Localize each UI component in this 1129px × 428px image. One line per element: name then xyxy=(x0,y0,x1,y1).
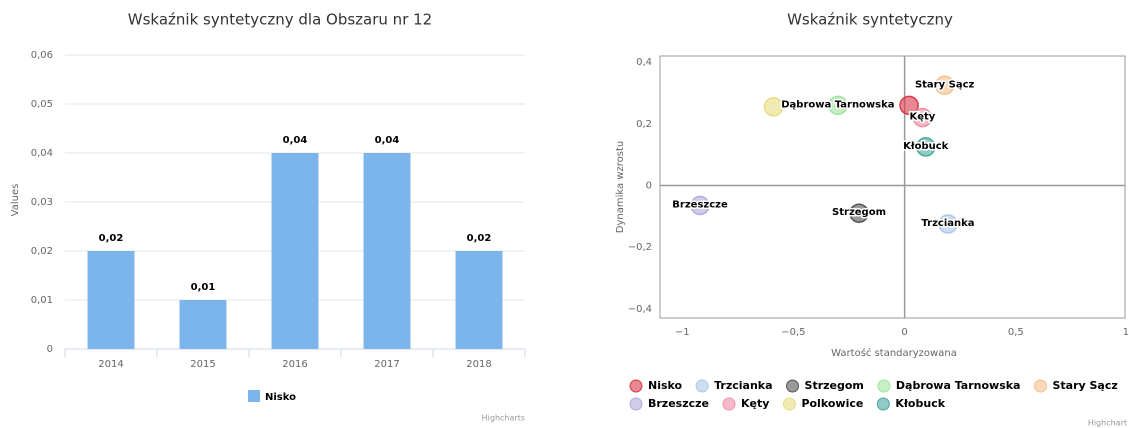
chart-title: Wskaźnik syntetyczny xyxy=(787,11,953,29)
y-tick-label: 0,02 xyxy=(31,246,53,257)
data-label: Dąbrowa Tarnowska xyxy=(781,99,894,110)
legend-symbol xyxy=(877,379,891,393)
legend-symbol xyxy=(786,379,800,393)
point xyxy=(899,95,919,116)
point xyxy=(938,214,958,234)
y-axis-label: Values xyxy=(10,184,21,217)
point xyxy=(934,75,955,96)
legend-label: Stary Sącz xyxy=(1052,379,1117,392)
x-tick-label: 2016 xyxy=(282,359,307,370)
x-tick-label: 0,5 xyxy=(1008,327,1024,338)
legend-label: Polkowice xyxy=(801,397,863,410)
y-tick-label: 0,05 xyxy=(31,99,53,110)
legend-symbol xyxy=(248,390,260,402)
point xyxy=(912,107,933,128)
legend-symbol xyxy=(722,397,736,411)
legend-symbol xyxy=(782,397,796,411)
bar xyxy=(179,300,227,349)
data-label: Kłobuck xyxy=(903,141,949,152)
chart-title: Wskaźnik syntetyczny dla Obszaru nr 12 xyxy=(128,11,432,29)
data-label: Stary Sącz xyxy=(915,79,975,90)
legend-label: Nisko xyxy=(265,392,296,403)
x-tick-label: 2015 xyxy=(190,359,215,370)
plot-border xyxy=(659,55,1126,319)
point xyxy=(828,95,848,116)
x-tick-label: 2017 xyxy=(374,359,399,370)
y-tick-label: 0,01 xyxy=(31,295,53,306)
legend-label: Dąbrowa Tarnowska xyxy=(896,379,1021,392)
y-tick-label: 0 xyxy=(47,344,53,355)
data-label: 0,04 xyxy=(283,135,308,146)
data-label: Trzcianka xyxy=(921,218,974,229)
credits: Highcharts xyxy=(482,414,525,423)
data-label: 0,02 xyxy=(99,233,124,244)
bar xyxy=(87,251,135,349)
x-tick-label: −0,5 xyxy=(781,327,805,338)
y-tick-label: 0,4 xyxy=(636,57,652,68)
y-tick-label: 0,03 xyxy=(31,197,53,208)
legend-label: Brzeszcze xyxy=(648,397,709,410)
bar xyxy=(363,153,411,349)
y-tick-label: 0 xyxy=(646,180,652,191)
legend-symbol xyxy=(1033,379,1047,393)
y-axis-label: Dynamika wzrostu xyxy=(615,141,626,233)
y-tick-label: 0,06 xyxy=(31,50,53,61)
data-label: 0,02 xyxy=(467,233,492,244)
bar xyxy=(271,153,319,349)
legend-label: Strzegom xyxy=(805,379,864,392)
x-tick-label: 2014 xyxy=(98,359,123,370)
x-axis-label: Wartość standaryzowana xyxy=(831,347,957,359)
point xyxy=(690,195,710,216)
legend-label: Kęty xyxy=(741,397,769,410)
data-label: 0,01 xyxy=(191,282,216,293)
x-tick-label: −1 xyxy=(675,327,690,338)
legend-symbol xyxy=(629,379,643,393)
data-label: Strzegom xyxy=(832,207,886,218)
data-label: Kęty xyxy=(909,112,935,123)
y-tick-label: −0,2 xyxy=(628,242,652,253)
legend-symbol xyxy=(695,379,709,393)
legend-symbol xyxy=(629,397,643,411)
x-tick-label: 2018 xyxy=(466,359,491,370)
y-tick-label: 0,2 xyxy=(636,119,652,130)
legend-label: Trzcianka xyxy=(714,379,772,392)
point xyxy=(849,203,869,223)
credits: Highchart xyxy=(1088,419,1127,428)
legend-label: Kłobuck xyxy=(895,397,945,410)
point xyxy=(763,97,784,117)
data-label: 0,04 xyxy=(375,135,400,146)
bar xyxy=(455,251,503,349)
legend-symbol xyxy=(876,397,890,411)
point xyxy=(915,137,936,157)
y-tick-label: 0,04 xyxy=(31,148,53,159)
legend-label: Nisko xyxy=(648,379,683,392)
y-tick-label: −0,4 xyxy=(628,304,652,315)
x-tick-label: 0 xyxy=(901,327,907,338)
data-label: Brzeszcze xyxy=(672,199,728,210)
x-tick-label: 1 xyxy=(1123,327,1129,338)
